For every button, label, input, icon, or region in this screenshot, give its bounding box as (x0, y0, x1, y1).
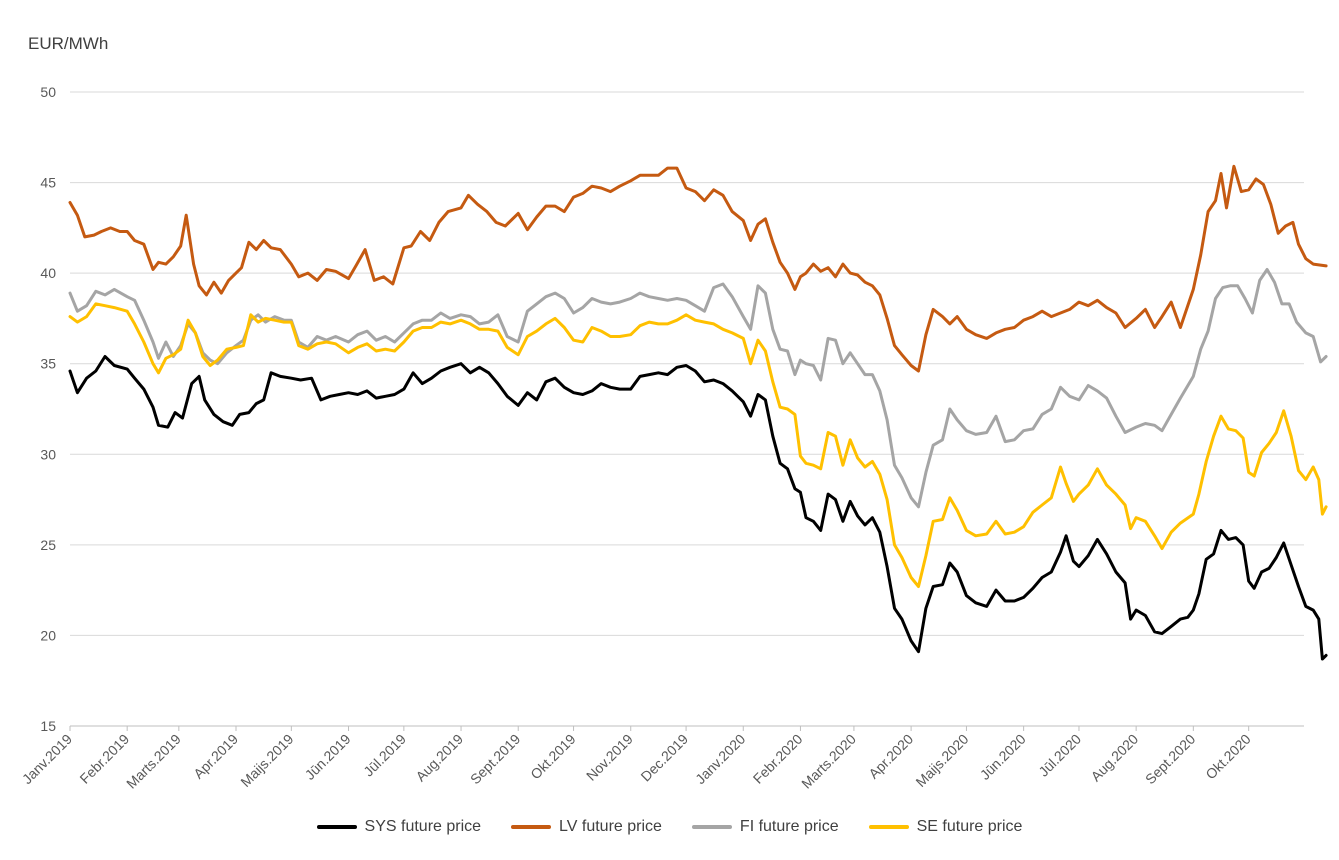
x-tick-label: Janv.2020 (692, 731, 748, 787)
x-tick-label: Apr.2020 (865, 731, 916, 782)
legend-item-se: SE future price (868, 818, 1023, 836)
x-tick-label: Marts.2019 (123, 731, 184, 792)
x-tick-label: Okt.2020 (1202, 731, 1254, 783)
legend-label-se: SE future price (916, 818, 1023, 835)
series-line-1 (68, 164, 1328, 373)
legend-swatch-lv (511, 825, 552, 829)
x-tick-label: Nov.2019 (583, 731, 636, 784)
series-line-3 (68, 302, 1328, 588)
y-tick-label: 40 (40, 265, 56, 281)
y-axis-ticks: 15 20 25 30 35 40 45 50 (40, 84, 56, 734)
legend-swatch-fi (691, 825, 732, 829)
y-tick-label: 50 (40, 84, 56, 100)
legend-item-lv: LV future price (511, 818, 662, 836)
legend-item-sys: SYS future price (316, 818, 482, 836)
x-tick-label: Janv.2019 (19, 731, 75, 787)
x-tick-label: Sept.2020 (1142, 731, 1199, 788)
y-tick-label: 25 (40, 537, 56, 553)
y-tick-label: 20 (40, 627, 56, 643)
legend-label-fi: FI future price (739, 818, 839, 835)
series-line-0 (68, 355, 1328, 661)
y-tick-label: 30 (40, 446, 56, 462)
series-lines (68, 164, 1328, 661)
y-tick-label: 35 (40, 356, 56, 372)
x-tick-label: Dec.2019 (638, 731, 692, 785)
x-tick-label: Okt.2019 (527, 731, 579, 783)
y-tick-label: 45 (40, 175, 56, 191)
x-tick-label: Marts.2020 (798, 731, 859, 792)
legend-label-sys: SYS future price (364, 818, 482, 835)
x-tick-label: Aug.2020 (1088, 731, 1142, 785)
x-tick-label: Febr.2020 (750, 731, 806, 787)
y-axis-label: EUR/MWh (28, 34, 109, 53)
y-tick-label: 15 (40, 718, 56, 734)
x-tick-label: Jūl.2019 (360, 731, 409, 780)
legend: SYS future price LV future price FI futu… (0, 818, 1339, 836)
x-tick-label: Jūl.2020 (1035, 731, 1084, 780)
gridlines (70, 91, 1304, 727)
legend-swatch-se (868, 825, 909, 829)
series-line-2 (68, 268, 1328, 509)
x-tick-label: Sept.2019 (467, 731, 524, 788)
x-tick-label: Apr.2019 (190, 731, 241, 782)
x-tick-label: Jūn.2019 (302, 731, 354, 783)
x-tick-label: Maijs.2019 (237, 731, 296, 790)
legend-swatch-sys (316, 825, 357, 829)
x-tick-label: Aug.2019 (412, 731, 466, 785)
x-tick-label: Jūn.2020 (977, 731, 1029, 783)
legend-item-fi: FI future price (691, 818, 839, 836)
legend-label-lv: LV future price (559, 818, 662, 835)
x-tick-label: Maijs.2020 (912, 731, 971, 790)
